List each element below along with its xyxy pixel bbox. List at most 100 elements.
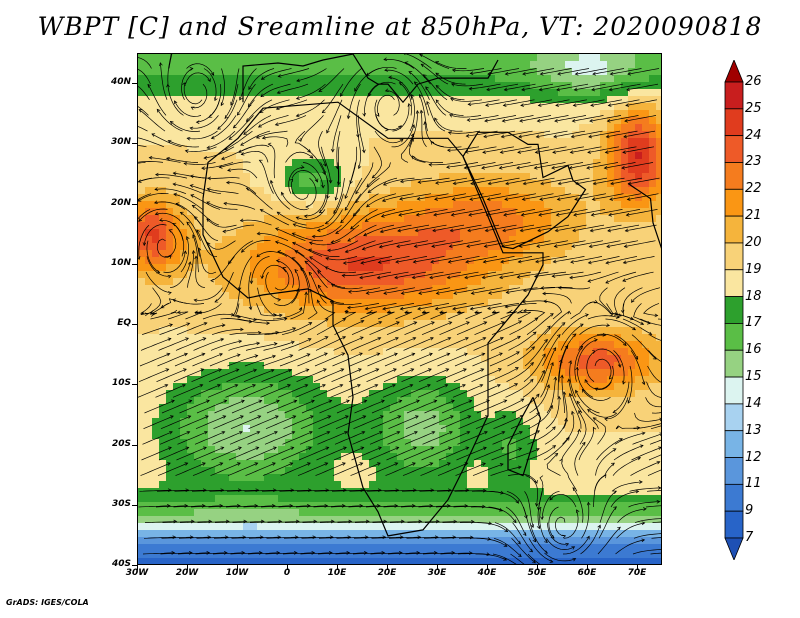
streamline [421, 447, 452, 461]
streamline-arrow [540, 286, 545, 290]
streamline-arrow [446, 148, 451, 153]
streamlines [138, 54, 661, 564]
streamline [367, 353, 398, 367]
streamline [245, 462, 276, 476]
streamline [230, 68, 240, 106]
streamline [608, 99, 640, 106]
streamline [485, 224, 517, 232]
streamline [555, 516, 566, 537]
streamline-arrow [381, 399, 385, 404]
streamline-arrow [308, 271, 313, 276]
streamline [387, 431, 418, 445]
streamline-arrow [446, 275, 451, 280]
streamline [196, 229, 218, 257]
streamline-arrow [183, 250, 188, 255]
streamline-arrow [142, 242, 147, 247]
streamline-arrow [607, 103, 612, 107]
streamline-arrow [164, 383, 169, 388]
streamline-arrow [449, 228, 454, 233]
streamline [367, 462, 398, 476]
streamline-arrow [417, 180, 422, 184]
streamline-arrow [306, 353, 311, 357]
streamline [633, 303, 651, 324]
streamline [270, 180, 291, 210]
streamline [263, 341, 295, 351]
streamline [418, 505, 451, 508]
streamline-arrow [238, 339, 243, 344]
streamline-arrow [324, 220, 329, 225]
streamline-arrow [497, 368, 502, 372]
streamline-arrow [311, 550, 316, 555]
streamline-arrow [622, 342, 627, 347]
streamline [573, 99, 605, 106]
streamline [523, 177, 555, 185]
streamline [372, 521, 405, 523]
streamline [291, 170, 318, 183]
streamline-arrow [641, 521, 646, 526]
streamline [592, 193, 624, 200]
streamline [634, 518, 661, 523]
streamline-arrow [217, 383, 221, 388]
streamline [389, 521, 422, 523]
streamline [554, 240, 586, 247]
streamline [511, 538, 536, 564]
streamline [298, 447, 329, 461]
streamline [470, 68, 502, 74]
streamline-arrow [169, 323, 173, 327]
streamline [350, 337, 381, 351]
streamline [294, 130, 311, 153]
streamline-arrow [535, 447, 540, 452]
streamline [138, 368, 169, 383]
streamline [277, 83, 309, 94]
streamline-arrow [258, 550, 263, 555]
streamline-arrow [491, 310, 496, 314]
streamline [195, 552, 228, 555]
streamline [505, 303, 537, 308]
streamline [645, 397, 661, 408]
streamline [419, 489, 452, 492]
colorbar-segment [724, 135, 744, 163]
streamline-arrow [307, 149, 312, 153]
streamline-arrow [355, 190, 359, 195]
streamline-arrow [247, 103, 252, 108]
streamline [194, 324, 225, 336]
streamline-arrow [295, 519, 300, 524]
streamline-arrow [610, 181, 615, 186]
streamline [228, 447, 259, 461]
streamline [300, 552, 333, 555]
streamline [266, 400, 297, 414]
lon-tick [187, 565, 188, 570]
streamline [370, 415, 401, 430]
streamline-arrow [348, 519, 353, 524]
streamline [248, 68, 275, 90]
streamline [144, 521, 177, 523]
streamline [627, 365, 633, 404]
streamline [414, 240, 446, 247]
streamline-arrow [361, 430, 366, 435]
streamline [248, 83, 274, 107]
streamline [358, 115, 365, 153]
streamline-arrow [396, 430, 401, 435]
streamline [247, 552, 280, 555]
streamline [588, 256, 620, 264]
streamline-arrow [535, 393, 540, 398]
streamline-arrow [615, 315, 620, 319]
streamline-arrow [295, 96, 300, 100]
streamline-arrow [470, 291, 475, 295]
streamline-arrow [323, 352, 328, 356]
streamline [139, 489, 172, 492]
streamline [138, 85, 150, 100]
streamline [426, 101, 446, 132]
streamline [352, 431, 383, 445]
streamline-arrow [536, 244, 541, 248]
streamline [383, 368, 414, 383]
streamline-arrow [328, 550, 333, 555]
lon-tick [587, 565, 588, 570]
streamline-arrow [202, 462, 206, 466]
streamline [190, 184, 222, 195]
streamline-arrow [447, 259, 452, 264]
streamline [299, 318, 329, 336]
streamline [432, 224, 465, 232]
streamline [610, 177, 643, 185]
streamline-arrow [410, 368, 415, 372]
